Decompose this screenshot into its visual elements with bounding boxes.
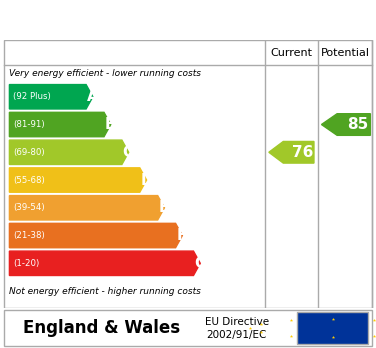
Bar xyxy=(297,312,368,344)
Text: (81-91): (81-91) xyxy=(13,120,45,129)
Text: (39-54): (39-54) xyxy=(13,203,45,212)
Text: (55-68): (55-68) xyxy=(13,175,45,184)
Text: D: D xyxy=(141,173,153,188)
Text: Current: Current xyxy=(270,48,312,58)
Text: G: G xyxy=(194,256,207,271)
Text: 76: 76 xyxy=(292,145,313,160)
Text: Very energy efficient - lower running costs: Very energy efficient - lower running co… xyxy=(9,69,202,78)
Text: 2002/91/EC: 2002/91/EC xyxy=(207,330,267,340)
Polygon shape xyxy=(9,140,129,165)
Text: F: F xyxy=(176,228,187,243)
Text: C: C xyxy=(123,145,134,160)
Text: England & Wales: England & Wales xyxy=(23,319,180,337)
Text: EU Directive: EU Directive xyxy=(205,317,269,327)
Polygon shape xyxy=(9,223,182,248)
Polygon shape xyxy=(9,85,93,109)
Text: 85: 85 xyxy=(347,117,368,132)
Text: (92 Plus): (92 Plus) xyxy=(13,92,51,101)
Text: (21-38): (21-38) xyxy=(13,231,45,240)
Polygon shape xyxy=(9,251,200,276)
Text: Not energy efficient - higher running costs: Not energy efficient - higher running co… xyxy=(9,286,201,295)
Polygon shape xyxy=(9,112,111,137)
Text: E: E xyxy=(158,200,169,215)
Polygon shape xyxy=(321,114,370,135)
Text: Energy Efficiency Rating: Energy Efficiency Rating xyxy=(64,11,312,29)
Polygon shape xyxy=(9,168,147,192)
Polygon shape xyxy=(269,141,314,163)
Text: B: B xyxy=(105,117,117,132)
Text: Potential: Potential xyxy=(320,48,370,58)
Text: (69-80): (69-80) xyxy=(13,148,45,157)
Polygon shape xyxy=(9,196,164,220)
Text: (1-20): (1-20) xyxy=(13,259,39,268)
Text: A: A xyxy=(87,89,99,104)
